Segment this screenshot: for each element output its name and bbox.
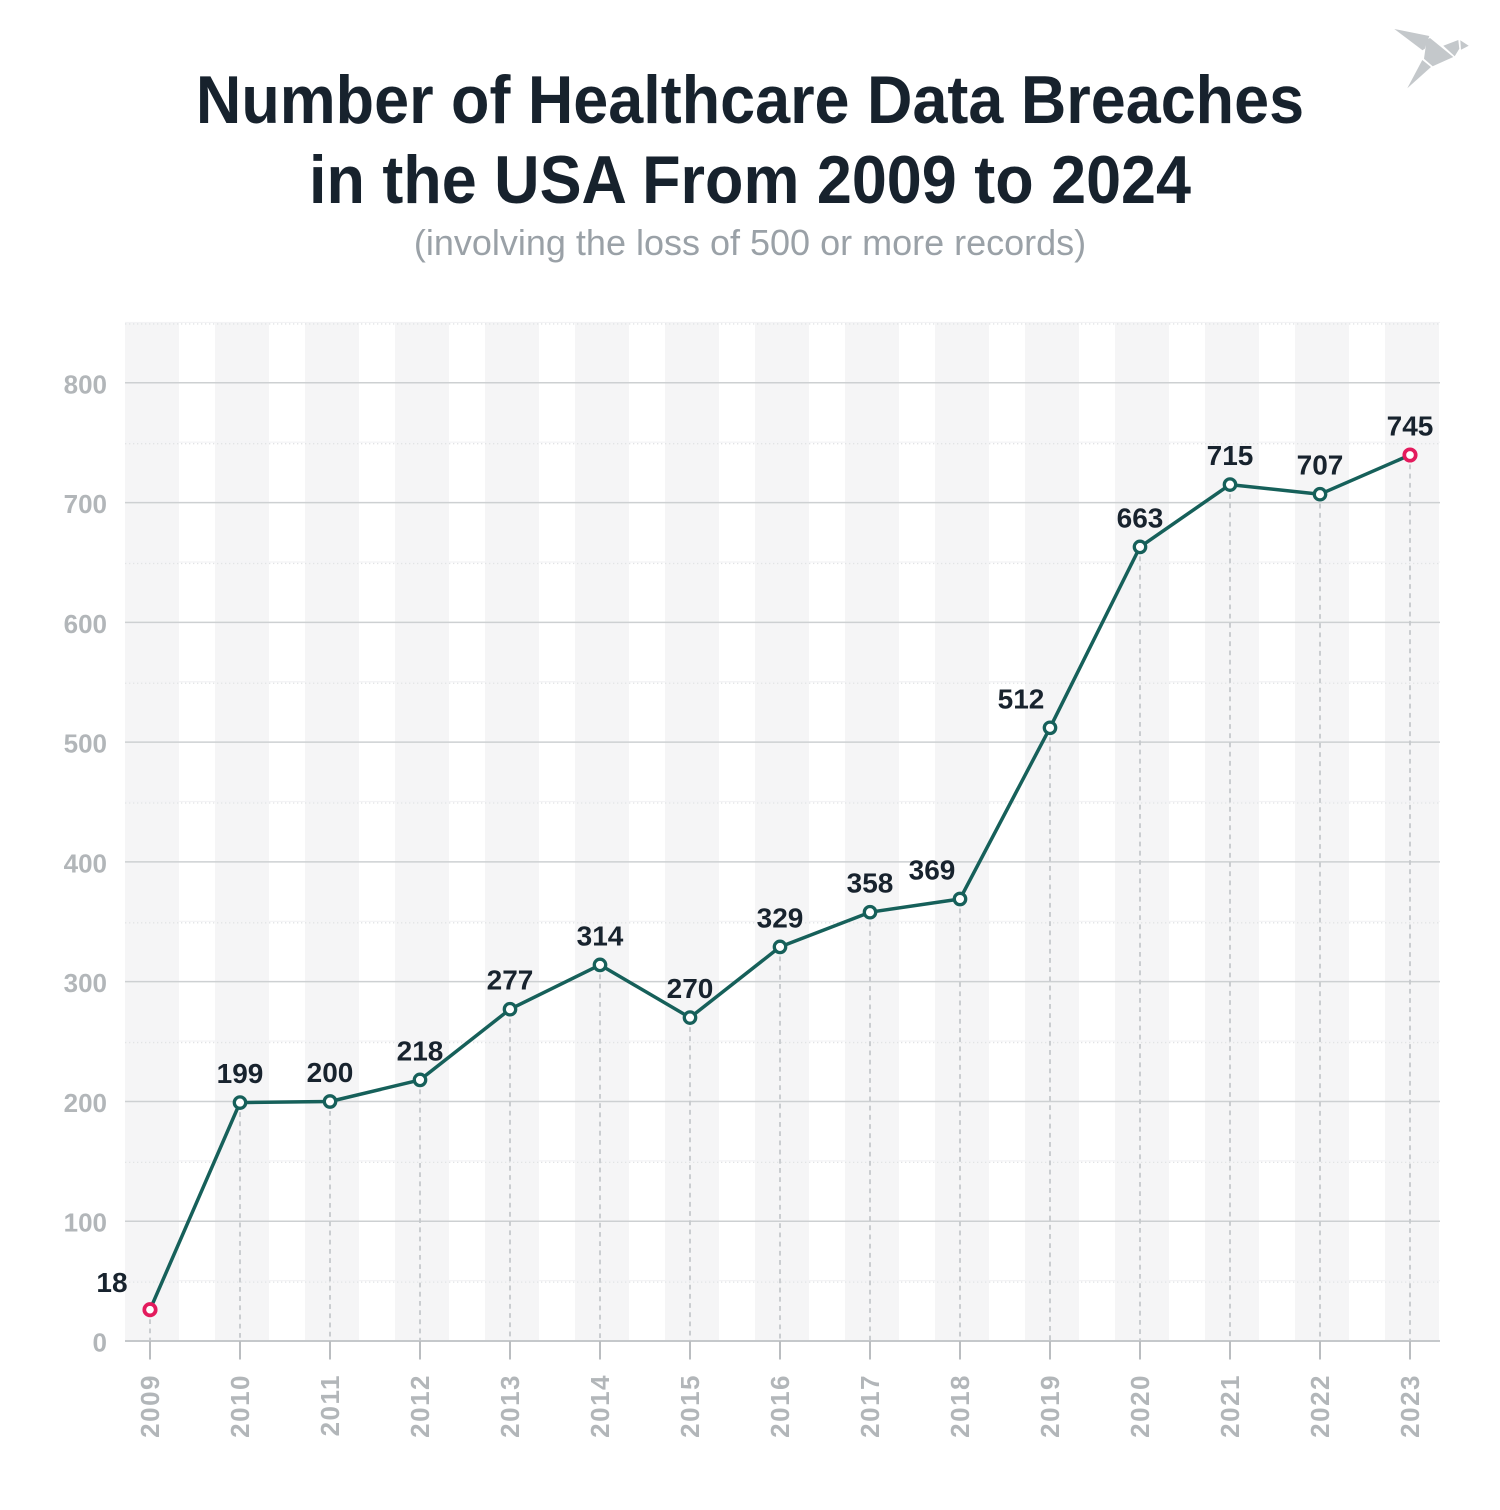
point-value-label: 369 bbox=[909, 855, 956, 886]
data-point bbox=[1222, 477, 1238, 492]
point-value-label: 200 bbox=[307, 1057, 354, 1088]
x-axis-tick-label: 2016 bbox=[765, 1374, 795, 1438]
column-band bbox=[1205, 322, 1259, 1342]
point-value-label: 358 bbox=[847, 868, 894, 899]
x-axis-tick-label: 2019 bbox=[1035, 1374, 1065, 1438]
point-value-label: 277 bbox=[487, 965, 534, 996]
data-point bbox=[1042, 720, 1058, 736]
point-value-label: 707 bbox=[1297, 450, 1344, 481]
y-axis-tick-label: 700 bbox=[64, 489, 107, 519]
y-axis-tick-label: 0 bbox=[93, 1328, 107, 1358]
data-point bbox=[772, 939, 788, 955]
data-point bbox=[1312, 486, 1328, 502]
origami-bird-logo bbox=[1394, 29, 1469, 89]
column-band bbox=[1385, 322, 1439, 1342]
logo-beak bbox=[1460, 40, 1469, 50]
chart-title: Number of Healthcare Data Breaches in th… bbox=[56, 60, 1444, 220]
data-point bbox=[862, 904, 878, 920]
point-value-label: 218 bbox=[397, 1035, 444, 1066]
data-point-endpoint bbox=[1402, 447, 1418, 463]
x-axis-tick-label: 2014 bbox=[585, 1374, 615, 1438]
x-axis-tick-label: 2021 bbox=[1215, 1374, 1245, 1438]
x-axis-tick-label: 2010 bbox=[225, 1374, 255, 1438]
column-band bbox=[1025, 322, 1079, 1342]
column-band bbox=[665, 322, 719, 1342]
data-point bbox=[502, 1001, 518, 1017]
logo-body bbox=[1424, 38, 1454, 67]
data-point bbox=[952, 891, 968, 907]
data-point-endpoint bbox=[142, 1302, 158, 1318]
data-point bbox=[682, 1010, 698, 1025]
x-axis-tick-label: 2023 bbox=[1395, 1374, 1425, 1438]
point-value-label: 745 bbox=[1387, 410, 1434, 441]
x-axis-tick-label: 2011 bbox=[315, 1374, 345, 1436]
chart-title-line-2: in the USA From 2009 to 2024 bbox=[308, 142, 1192, 218]
x-axis-tick-label: 2018 bbox=[945, 1374, 975, 1438]
chart-subtitle: (involving the loss of 500 or more recor… bbox=[413, 222, 1087, 263]
column-band bbox=[305, 322, 359, 1342]
x-axis-tick-label: 2020 bbox=[1125, 1374, 1155, 1438]
x-axis-tick-label: 2009 bbox=[135, 1374, 165, 1438]
logo-back-wing bbox=[1394, 29, 1430, 51]
y-axis-tick-label: 800 bbox=[64, 369, 107, 399]
column-band bbox=[395, 322, 449, 1342]
data-point bbox=[592, 957, 608, 973]
x-axis-tick-label: 2015 bbox=[675, 1374, 705, 1438]
y-axis-tick-label: 100 bbox=[64, 1208, 107, 1238]
data-point bbox=[412, 1072, 428, 1088]
x-axis-tick-label: 2013 bbox=[495, 1374, 525, 1438]
column-band bbox=[575, 322, 629, 1342]
chart-title-line-1: Number of Healthcare Data Breaches bbox=[195, 62, 1305, 138]
column-band bbox=[935, 322, 989, 1342]
column-band bbox=[125, 322, 179, 1342]
point-value-label: 270 bbox=[667, 973, 714, 1004]
y-axis-tick-label: 400 bbox=[64, 848, 107, 878]
point-value-label: 329 bbox=[757, 902, 804, 933]
data-point bbox=[232, 1095, 248, 1110]
data-point bbox=[1132, 539, 1148, 555]
logo-tail bbox=[1407, 60, 1431, 89]
y-axis-tick-label: 300 bbox=[64, 968, 107, 998]
column-band bbox=[755, 322, 809, 1342]
x-axis-tick-label: 2017 bbox=[855, 1374, 885, 1438]
x-axis-tick-label: 2022 bbox=[1305, 1374, 1335, 1438]
point-value-label: 314 bbox=[577, 920, 624, 951]
x-axis-tick-label: 2012 bbox=[405, 1374, 435, 1438]
point-value-label: 715 bbox=[1207, 440, 1254, 471]
point-value-label: 512 bbox=[998, 683, 1045, 714]
column-band bbox=[845, 322, 899, 1342]
point-value-label: 199 bbox=[217, 1058, 264, 1089]
y-axis-tick-label: 200 bbox=[64, 1088, 107, 1118]
logo-front-wing bbox=[1443, 40, 1460, 57]
point-value-label: 663 bbox=[1117, 502, 1164, 533]
point-value-label: 18 bbox=[96, 1267, 127, 1298]
y-axis-tick-label: 500 bbox=[64, 729, 107, 759]
column-band bbox=[485, 322, 539, 1342]
column-band bbox=[215, 322, 269, 1342]
y-axis-tick-label: 600 bbox=[64, 609, 107, 639]
data-point bbox=[322, 1094, 338, 1109]
column-band bbox=[1115, 322, 1169, 1342]
